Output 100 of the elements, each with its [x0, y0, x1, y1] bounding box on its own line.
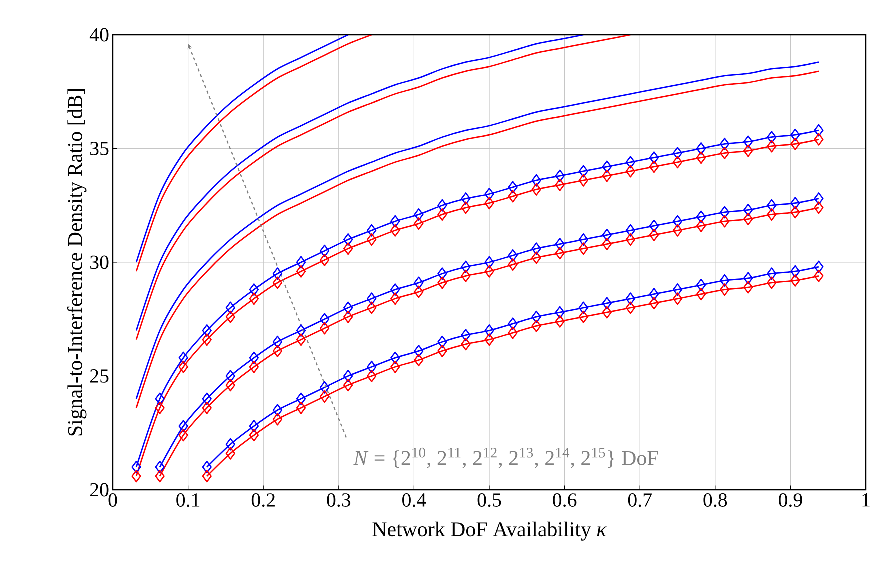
point — [790, 197, 800, 210]
point — [367, 360, 377, 374]
point — [649, 297, 660, 310]
point — [484, 188, 494, 200]
point — [602, 170, 612, 182]
point — [178, 429, 188, 442]
point — [790, 274, 800, 287]
x-tick-label: 0 — [108, 494, 118, 507]
point — [367, 292, 377, 306]
x-tick-label: 0.1 — [176, 494, 200, 508]
point — [578, 242, 588, 256]
point — [414, 286, 424, 298]
point — [272, 276, 283, 290]
point — [438, 276, 448, 290]
point — [696, 152, 706, 164]
point — [296, 392, 306, 406]
point — [343, 234, 354, 246]
y-tick-label: 25 — [90, 370, 109, 383]
point — [249, 292, 260, 306]
point — [814, 192, 824, 206]
point — [696, 288, 706, 301]
point — [744, 272, 754, 285]
point — [814, 260, 824, 274]
point — [155, 402, 165, 414]
point — [226, 310, 236, 324]
point — [626, 234, 636, 246]
point — [672, 292, 683, 306]
point — [155, 392, 165, 406]
x-tick-label: 0.3 — [327, 494, 351, 508]
x-tick-label: 0.4 — [402, 494, 426, 508]
point — [602, 297, 612, 310]
point — [155, 470, 165, 483]
point — [249, 360, 260, 374]
point — [555, 306, 565, 319]
point — [226, 370, 236, 382]
point — [249, 352, 260, 364]
point — [814, 270, 824, 282]
point — [296, 256, 306, 269]
point — [226, 379, 236, 392]
point — [814, 202, 824, 214]
point — [202, 470, 212, 483]
point — [720, 284, 730, 296]
point — [532, 183, 542, 196]
point — [132, 461, 142, 474]
point — [602, 238, 612, 251]
point — [343, 302, 354, 314]
point — [414, 276, 424, 290]
point — [320, 381, 330, 394]
point — [414, 354, 424, 367]
point — [320, 313, 330, 326]
point — [390, 292, 400, 306]
point — [202, 461, 212, 474]
point — [744, 213, 754, 226]
point — [767, 208, 777, 221]
point — [672, 215, 683, 228]
point — [202, 392, 212, 406]
point — [790, 138, 800, 150]
y-tick-label: 30 — [90, 256, 109, 270]
text: N = {2$^{10}$, 2$^{11}$, 2$^{12}$, 2$^{13}$, 2$^{14}$, 2$^{15}$} DoF — [354, 448, 658, 468]
point — [367, 370, 377, 382]
x-tick-label: 0.6 — [553, 494, 577, 508]
y-tick-label: 35 — [90, 142, 109, 156]
x-tick-label: 1 — [862, 494, 870, 507]
y-tick-label: 20 — [90, 483, 109, 497]
point — [343, 379, 354, 392]
y-tick-label: 40 — [90, 28, 109, 42]
point — [508, 258, 518, 271]
point — [343, 310, 354, 324]
point — [202, 402, 212, 414]
point — [320, 322, 330, 335]
x-axis-title: Network DoF Availability κ — [372, 522, 607, 541]
point — [744, 136, 754, 148]
point — [578, 302, 588, 314]
point — [767, 268, 777, 280]
point — [720, 138, 730, 150]
point — [532, 310, 542, 324]
point — [320, 244, 330, 258]
point — [626, 224, 636, 237]
point — [602, 228, 612, 242]
point — [790, 265, 800, 278]
point — [178, 420, 188, 433]
point — [555, 178, 565, 192]
point — [390, 224, 400, 237]
point — [814, 124, 824, 137]
point — [720, 206, 730, 219]
point — [578, 310, 588, 324]
point — [532, 320, 542, 332]
point — [672, 224, 683, 237]
point — [343, 370, 354, 382]
point — [767, 131, 777, 144]
point — [178, 360, 188, 374]
point — [367, 234, 377, 246]
point — [508, 318, 518, 330]
point — [202, 334, 212, 346]
point — [649, 160, 660, 174]
point — [696, 210, 706, 224]
point — [555, 170, 565, 182]
point — [626, 302, 636, 314]
point — [343, 242, 354, 256]
point — [508, 181, 518, 194]
